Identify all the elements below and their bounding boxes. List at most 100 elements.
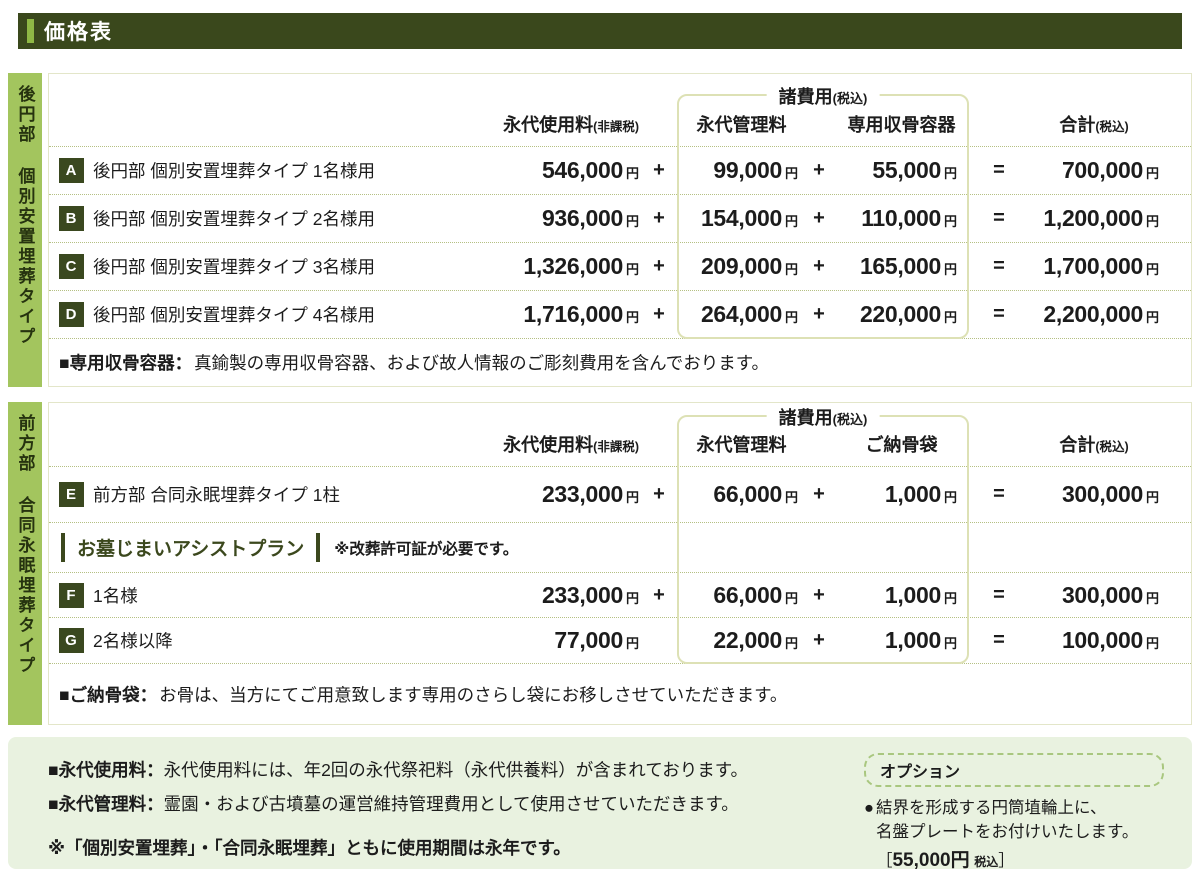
note-label: ■専用収骨容器： [59,353,193,373]
equals-sign: = [993,483,1005,505]
footer-note-mgmt-fee: ■永代管理料：霊園・および古墳墓の運営維持管理費用として使用させていただきます。 [48,794,739,814]
footer-caution: ※「個別安置埋葬」・「合同永眠埋葬」ともに使用期間は永年です。 [48,838,571,858]
total-value: 1,700,000 円 [1043,253,1159,279]
total-value: 300,000 円 [1061,581,1159,608]
col-header-mgmt-fee: 永代管理料 [696,435,787,455]
plus-sign: + [653,303,665,325]
mgmt-fee-value: 264,000 円 [700,301,798,327]
equals-sign: = [993,159,1005,181]
container-fee-value: 165,000 円 [859,253,957,279]
assist-plan-title: お墓じまいアシストプラン [61,533,321,562]
use-fee-value: 1,716,000 円 [523,301,639,327]
plus-sign: + [653,583,665,606]
col-header-use-fee: 永代使用料(非課税) [503,435,639,455]
use-fee-value: 233,000 円 [541,581,639,608]
footer-notes: ■永代使用料：永代使用料には、年2回の永代祭祀料（永代供養料）が含まれております… [48,753,854,869]
col-header-total: 合計(税込) [1059,115,1129,135]
mgmt-fee-value: 154,000 円 [700,205,798,231]
row-badge: B [58,206,84,231]
col-header-bag: ご納骨袋 [865,435,938,455]
bag-fee-value: 1,000 円 [884,481,957,507]
bullet-icon: ● [864,799,874,817]
use-fee-value: 1,326,000 円 [523,253,639,279]
price-row-f: F 1名様 233,000 円 + 66,000 円 + 1,000 円 = 300,… [49,573,1191,618]
container-fee-value: 220,000 円 [859,301,957,327]
plus-sign: + [813,207,825,229]
page-header: 価格表 [18,13,1182,49]
note-label: ■ご納骨袋： [59,684,158,705]
option-title-box: オプション [864,753,1164,787]
plus-sign: + [653,207,665,229]
option-area: オプション ● 結界を形成する円筒埴輪上に、 名盤プレートをお付けいたします。 … [864,753,1164,871]
price-table-kouenbu: 諸費用(税込) 永代使用料(非課税) 永代管理料 専用収骨容器 合計(税込) A… [48,73,1192,387]
row-badge: C [58,254,84,279]
plus-sign: + [653,255,665,277]
mgmt-fee-value: 209,000 円 [700,253,798,279]
option-line1: 結界を形成する円筒埴輪上に、 [875,799,1107,817]
total-value: 700,000 円 [1061,157,1159,183]
note-text: お骨は、当方にてご用意致します専用のさらし袋にお移しさせていただきます。 [159,684,788,705]
row-badge: A [58,158,84,183]
price-row-b: B 後円部 個別安置埋葬タイプ 2名様用 936,000 円 + 154,000 円… [49,195,1191,243]
mgmt-fee-value: 22,000 円 [713,627,798,653]
price-table-zenpobu: 諸費用(税込) 永代使用料(非課税) 永代管理料 ご納骨袋 合計(税込) E 前… [48,402,1192,725]
page-title: 価格表 [44,21,113,44]
side-label-text: 後円部 個別安置埋葬タイプ [15,85,35,347]
row-label: 前方部 合同永眠埋葬タイプ 1柱 [93,485,340,505]
row-badge: F [58,582,84,608]
container-fee-value: 55,000 円 [872,157,957,183]
row-badge: G [58,628,84,653]
equals-sign: = [993,303,1005,325]
container-fee-value: 110,000 円 [861,205,957,231]
row-label: 2名様以降 [93,631,173,651]
mgmt-fee-value: 66,000 円 [713,581,798,608]
section-note: ■専用収骨容器： 真鍮製の専用収骨容器、および故人情報のご彫刻費用を含んでおりま… [49,339,1191,386]
total-value: 2,200,000 円 [1043,301,1159,327]
total-value: 1,200,000 円 [1043,205,1159,231]
option-description: ● 結界を形成する円筒埴輪上に、 名盤プレートをお付けいたします。 ［55,00… [864,797,1164,874]
price-row-g: G 2名様以降 77,000 円 22,000 円 + 1,000 円 = 100,0… [49,618,1191,664]
row-label: 後円部 個別安置埋葬タイプ 4名様用 [93,305,375,325]
plus-sign: + [653,159,665,181]
section-kouenbu: 後円部 個別安置埋葬タイプ 諸費用(税込) 永代使用料(非課税) 永代管理料 専… [8,73,1192,387]
row-badge: E [58,482,84,507]
option-line2: 名盤プレートをお付けいたします。 [875,822,1139,841]
use-fee-value: 233,000 円 [541,481,639,507]
equals-sign: = [993,629,1005,651]
plus-sign: + [813,483,825,505]
side-label-kouenbu: 後円部 個別安置埋葬タイプ [8,73,42,387]
plus-sign: + [813,583,825,606]
assist-plan-note: ※改葬許可証が必要です。 [334,540,519,558]
equals-sign: = [993,207,1005,229]
row-label: 後円部 個別安置埋葬タイプ 1名様用 [93,161,375,181]
side-label-text: 前方部 合同永眠埋葬タイプ [15,414,35,676]
price-row-e: E 前方部 合同永眠埋葬タイプ 1柱 233,000 円 + 66,000 円 + … [49,467,1191,523]
row-label: 後円部 個別安置埋葬タイプ 3名様用 [93,257,375,277]
table-header-row: 永代使用料(非課税) 永代管理料 専用収骨容器 合計(税込) [49,74,1191,147]
mgmt-fee-value: 99,000 円 [713,157,798,183]
assist-plan-row: お墓じまいアシストプラン ※改葬許可証が必要です。 [49,523,1191,573]
section-note: ■ご納骨袋： お骨は、当方にてご用意致します専用のさらし袋にお移しさせていただき… [49,664,1191,724]
mgmt-fee-value: 66,000 円 [713,481,798,507]
equals-sign: = [993,255,1005,277]
footer-note-use-fee: ■永代使用料：永代使用料には、年2回の永代祭祀料（永代供養料）が含まれております… [48,760,749,780]
footer-notes-panel: ■永代使用料：永代使用料には、年2回の永代祭祀料（永代供養料）が含まれております… [8,737,1192,871]
price-row-d: D 後円部 個別安置埋葬タイプ 4名様用 1,716,000 円 + 264,00… [49,291,1191,339]
col-header-total: 合計(税込) [1059,435,1129,455]
row-badge: D [58,302,84,327]
table-header-row: 永代使用料(非課税) 永代管理料 ご納骨袋 合計(税込) [49,403,1191,467]
total-value: 300,000 円 [1061,481,1159,507]
title-accent-bar [27,19,34,43]
plus-sign: + [813,255,825,277]
row-label: 後円部 個別安置埋葬タイプ 2名様用 [93,209,375,229]
note-text: 真鍮製の専用収骨容器、および故人情報のご彫刻費用を含んでおります。 [194,353,769,373]
plus-sign: + [813,303,825,325]
price-row-c: C 後円部 個別安置埋葬タイプ 3名様用 1,326,000 円 + 209,00… [49,243,1191,291]
bag-fee-value: 1,000 円 [884,581,957,608]
plus-sign: + [813,629,825,651]
col-header-container: 専用収骨容器 [847,115,956,135]
col-header-mgmt-fee: 永代管理料 [696,115,787,135]
bag-fee-value: 1,000 円 [884,627,957,653]
use-fee-value: 546,000 円 [541,157,639,183]
col-header-use-fee: 永代使用料(非課税) [503,115,639,135]
